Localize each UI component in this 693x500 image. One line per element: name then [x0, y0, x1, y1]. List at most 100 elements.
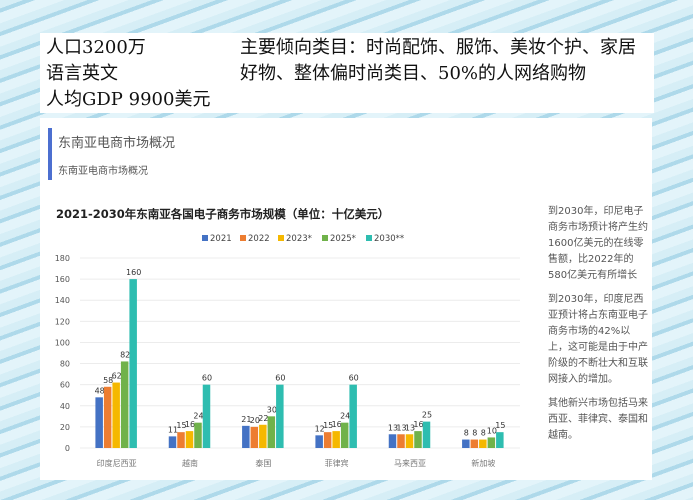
bar [267, 416, 276, 448]
data-label: 12 [315, 424, 325, 433]
data-label: 48 [95, 386, 105, 395]
bar [129, 279, 137, 448]
x-tick-label: 菲律宾 [325, 458, 349, 468]
y-tick-label: 80 [60, 360, 70, 369]
bar [242, 425, 250, 448]
data-label: 13 [388, 423, 398, 432]
bar [462, 439, 470, 448]
header-box: 人口3200万 语言英文 人均GDP 9900美元 主要倾向类目：时尚配饰、服饰… [40, 33, 654, 113]
data-label: 10 [487, 426, 497, 435]
data-label: 160 [126, 268, 141, 277]
bar [323, 432, 332, 448]
data-label: 60 [202, 374, 212, 383]
data-label: 60 [349, 374, 359, 383]
data-label: 20 [250, 416, 260, 425]
bar [479, 439, 487, 448]
bar [202, 384, 211, 448]
legend-label: 2023* [286, 234, 312, 244]
bar [349, 384, 357, 448]
data-label: 24 [193, 412, 203, 421]
bar [120, 361, 129, 448]
data-label: 15 [176, 421, 186, 430]
data-label: 60 [275, 374, 285, 383]
data-label: 8 [481, 429, 486, 438]
data-label: 16 [185, 420, 195, 429]
x-tick-label: 印度尼西亚 [97, 458, 137, 468]
legend-swatch [366, 235, 372, 241]
legend-swatch [202, 235, 208, 241]
y-tick-label: 100 [55, 338, 70, 347]
legend-label: 2025* [330, 234, 356, 244]
side-note: 到2030年，印度尼西亚预计将占东南亚电子商务市场的42%以上，这可能是由于中产… [548, 294, 648, 385]
bar [276, 384, 284, 448]
bar [422, 421, 431, 448]
bar [332, 431, 340, 448]
card-title: 东南亚电商市场概况 [58, 136, 176, 151]
bar [414, 431, 422, 448]
legend-label: 2021 [210, 234, 232, 244]
market-card: 东南亚电商市场概况 东南亚电商市场概况 2021-2030年东南亚各国电子商务市… [40, 118, 652, 480]
data-label: 8 [472, 429, 477, 438]
bar [168, 436, 177, 448]
side-note: 其他新兴市场包括马来西亚、菲律宾、泰国和越南。 [548, 398, 648, 441]
y-tick-label: 160 [55, 275, 70, 284]
data-label: 25 [422, 411, 432, 420]
bar [177, 432, 185, 448]
bar [103, 386, 112, 448]
chart-title: 2021-2030年东南亚各国电子商务市场规模（单位：十亿美元） [56, 207, 389, 221]
x-tick-label: 新加坡 [471, 458, 495, 468]
y-tick-label: 60 [60, 381, 70, 390]
x-tick-label: 越南 [182, 458, 198, 468]
x-tick-label: 马来西亚 [394, 459, 426, 468]
bar [185, 431, 194, 448]
bar [388, 434, 397, 448]
legend-label: 2022 [248, 234, 270, 244]
y-tick-label: 180 [55, 254, 70, 263]
legend-swatch [240, 235, 246, 241]
x-tick-label: 泰国 [255, 458, 271, 468]
bar [405, 434, 414, 448]
bar [95, 397, 103, 448]
bar [194, 422, 202, 448]
bar [340, 422, 349, 448]
data-label: 16 [332, 420, 342, 429]
bar [259, 424, 267, 448]
bar [112, 382, 120, 448]
data-label: 16 [413, 420, 423, 429]
data-label: 22 [258, 414, 268, 423]
data-label: 8 [464, 429, 469, 438]
data-label: 58 [103, 376, 113, 385]
bar [470, 439, 479, 448]
data-label: 13 [396, 423, 406, 432]
legend-swatch [322, 235, 328, 241]
data-label: 62 [112, 372, 122, 381]
accent-bar [48, 128, 52, 180]
language-text: 语言英文 [46, 63, 118, 84]
side-note: 到2030年，印尼电子商务市场预计将产生约1600亿美元的在线零售额，比2022… [548, 206, 648, 281]
legend-label: 2030** [374, 234, 404, 244]
stats-text: 人口3200万 语言英文 人均GDP 9900美元 [46, 35, 210, 113]
bar [315, 435, 323, 448]
categories-text: 主要倾向类目：时尚配饰、服饰、美妆个护、家居好物、整体偏时尚类目、50%的人网络… [240, 37, 636, 84]
y-tick-label: 40 [60, 402, 70, 411]
population-text: 人口3200万 [46, 37, 146, 58]
data-label: 15 [323, 421, 333, 430]
data-label: 82 [120, 350, 130, 359]
data-label: 24 [340, 412, 350, 421]
legend-swatch [278, 235, 284, 241]
y-tick-label: 140 [55, 296, 70, 305]
card-subtitle: 东南亚电商市场概况 [58, 166, 148, 177]
data-label: 11 [168, 425, 178, 434]
bar [397, 434, 405, 448]
bar [487, 437, 496, 448]
side-notes: 到2030年，印尼电子商务市场预计将产生约1600亿美元的在线零售额，比2022… [548, 204, 648, 452]
bar [496, 432, 504, 448]
y-tick-label: 20 [60, 423, 70, 432]
y-tick-label: 0 [65, 444, 70, 453]
data-label: 13 [405, 423, 415, 432]
data-label: 21 [241, 415, 251, 424]
y-tick-label: 120 [55, 317, 70, 326]
bar [250, 426, 259, 448]
bar-chart: 2021-2030年东南亚各国电子商务市场规模（单位：十亿美元）2021 2022… [55, 207, 520, 468]
gdp-text: 人均GDP 9900美元 [46, 89, 211, 110]
